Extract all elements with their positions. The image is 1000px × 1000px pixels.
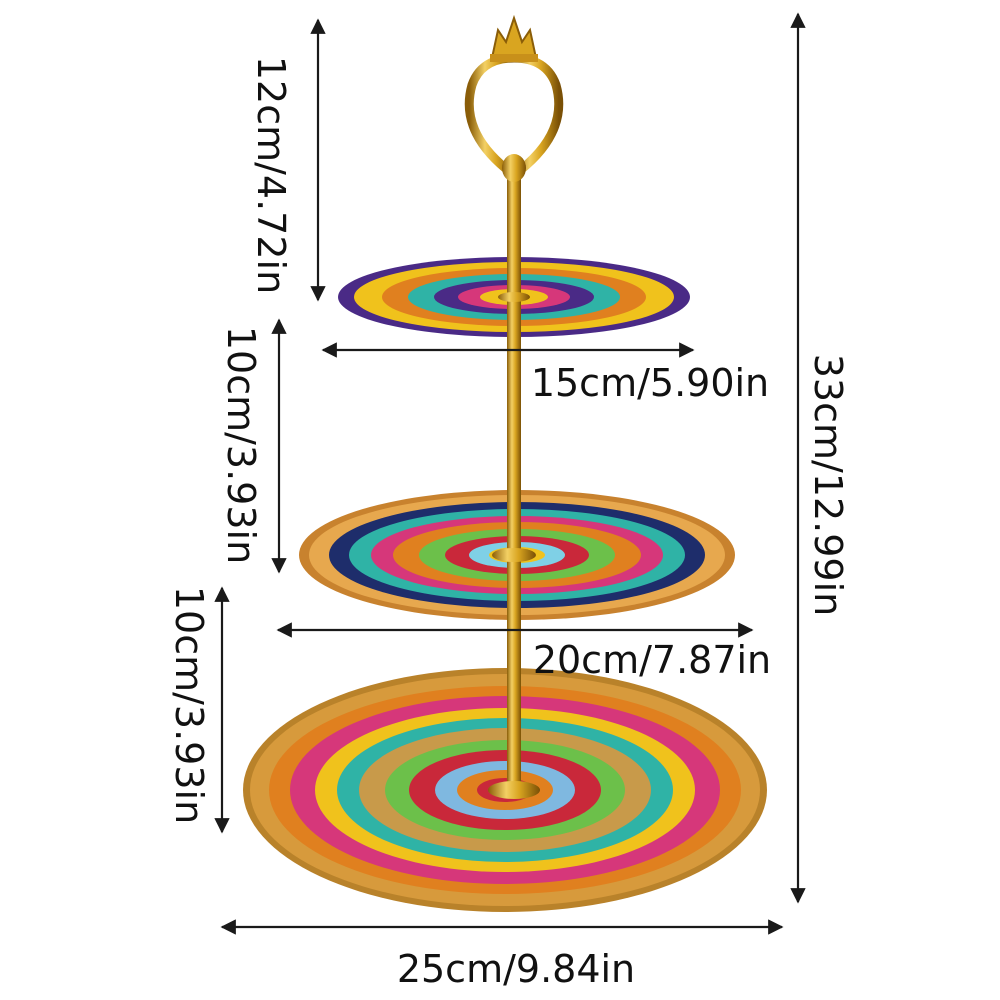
top-diameter-label: 15cm/5.90in	[531, 361, 769, 405]
bottom-diameter-label: 25cm/9.84in	[397, 947, 635, 991]
bottom-rod-base	[488, 781, 540, 799]
middle-tier-height-label: 10cm/3.93in	[219, 326, 263, 564]
dimension-labels: 12cm/4.72in 10cm/3.93in 10cm/3.93in 33cm…	[167, 56, 850, 991]
top-tier-height-label: 12cm/4.72in	[249, 56, 293, 294]
top-rod-base	[498, 292, 530, 302]
cake-stand-illustration	[243, 14, 767, 912]
bottom-tier-height-label: 10cm/3.93in	[167, 586, 211, 824]
stand-rod	[507, 165, 521, 790]
middle-diameter-label: 20cm/7.87in	[533, 638, 771, 682]
total-height-label: 33cm/12.99in	[806, 354, 850, 617]
dimension-lines	[214, 12, 806, 935]
crown-finial	[490, 14, 538, 62]
top-tier-plate	[338, 257, 690, 337]
middle-rod-base	[492, 548, 536, 562]
